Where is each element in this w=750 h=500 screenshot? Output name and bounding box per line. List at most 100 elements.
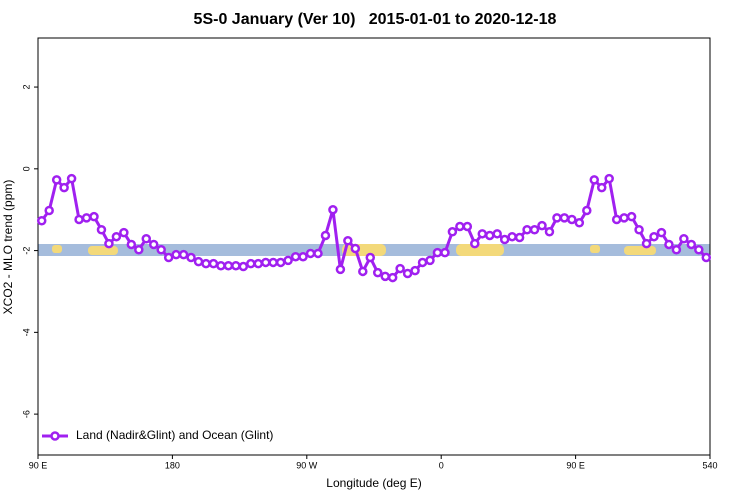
data-point: [499, 234, 510, 245]
y-tick-label: 2: [21, 85, 31, 90]
data-point: [66, 173, 77, 184]
land-patch: [624, 246, 656, 255]
data-point: [253, 258, 264, 269]
data-point: [372, 267, 383, 278]
data-point: [51, 175, 62, 185]
data-point: [701, 252, 712, 263]
data-point: [582, 205, 592, 216]
data-point: [492, 229, 502, 239]
data-point: [567, 214, 577, 225]
data-point: [626, 211, 637, 222]
data-point: [447, 227, 458, 237]
data-point: [298, 251, 308, 262]
data-point: [193, 256, 204, 267]
data-point: [178, 249, 189, 260]
data-point: [484, 230, 495, 241]
data-point: [328, 204, 338, 215]
data-point: [649, 231, 659, 242]
data-point: [81, 213, 92, 223]
data-point: [335, 264, 346, 275]
data-point: [589, 175, 600, 185]
data-point: [59, 182, 69, 193]
data-point: [275, 257, 286, 268]
legend-label: Land (Nadir&Glint) and Ocean (Glint): [76, 428, 273, 442]
data-point: [44, 205, 54, 216]
data-point: [395, 263, 405, 274]
land-patch: [52, 245, 62, 253]
data-point: [365, 252, 376, 263]
data-point: [238, 261, 249, 272]
data-point: [432, 247, 443, 258]
data-point: [410, 265, 420, 276]
data-point: [358, 266, 368, 277]
data-point: [634, 224, 644, 235]
data-point: [313, 248, 323, 259]
plot-frame: [37, 37, 711, 456]
data-point: [283, 255, 293, 266]
data-point: [679, 233, 689, 244]
data-point: [246, 258, 256, 269]
land-patch: [88, 246, 118, 255]
data-point: [507, 231, 517, 242]
y-tick-label: -2: [21, 247, 31, 255]
data-point: [104, 238, 114, 249]
land-patch: [590, 245, 600, 253]
data-point: [343, 236, 353, 246]
data-point: [455, 221, 465, 232]
data-point: [163, 252, 174, 263]
data-point: [74, 214, 84, 225]
y-tick-label: -6: [21, 410, 31, 418]
x-tick-label: 0: [439, 460, 444, 470]
legend-marker: [50, 431, 60, 441]
data-point: [514, 232, 525, 243]
data-point: [260, 257, 271, 268]
data-point: [417, 257, 428, 268]
series-line: [40, 175, 708, 280]
data-point: [350, 243, 361, 254]
data-point: [522, 224, 532, 235]
data-point: [671, 245, 682, 255]
data-point: [611, 214, 622, 225]
data-point: [134, 245, 144, 255]
data-point: [694, 245, 704, 255]
data-point: [559, 213, 570, 223]
data-point: [537, 220, 547, 231]
data-point: [477, 229, 488, 239]
data-point: [290, 251, 301, 262]
data-point: [201, 258, 211, 269]
data-point: [686, 239, 697, 250]
data-point: [641, 238, 652, 249]
data-point: [544, 227, 555, 237]
data-point: [596, 182, 607, 193]
data-point: [552, 213, 562, 223]
data-point: [656, 227, 667, 238]
data-point: [126, 239, 137, 250]
data-point: [604, 173, 614, 184]
data-point: [119, 227, 129, 238]
data-point: [111, 231, 122, 242]
y-tick-label: 0: [21, 166, 31, 171]
data-point: [305, 248, 316, 259]
x-tick-label: 540: [702, 460, 717, 470]
data-point: [574, 218, 585, 228]
data-point: [529, 224, 540, 235]
data-point: [619, 213, 629, 223]
data-point: [148, 239, 159, 250]
land-patch: [456, 244, 504, 256]
data-point: [36, 215, 47, 226]
data-point: [462, 221, 473, 232]
data-point: [387, 272, 398, 283]
data-point: [141, 233, 152, 244]
data-point: [156, 245, 166, 255]
x-tick-label: 90 E: [566, 460, 585, 470]
data-point: [186, 252, 196, 263]
data-point: [231, 260, 241, 271]
data-point: [89, 211, 99, 222]
data-point: [208, 258, 219, 269]
data-point: [171, 249, 181, 260]
data-point: [223, 260, 234, 271]
data-point: [380, 271, 390, 282]
x-tick-label: 180: [165, 460, 180, 470]
